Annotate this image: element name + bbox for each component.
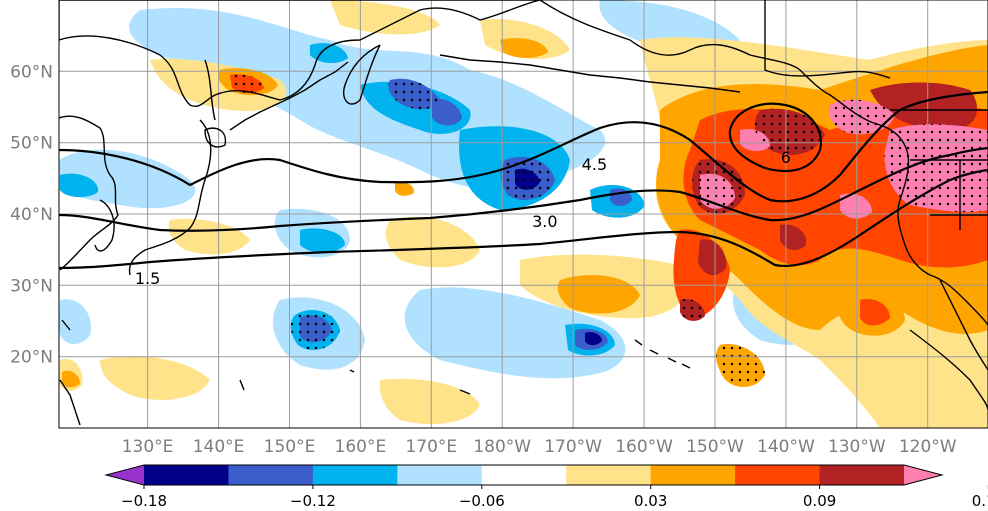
colorbar-segment <box>397 465 483 485</box>
stipple-region <box>884 124 988 213</box>
contour-line-3.0 <box>59 146 988 232</box>
significance-stippling <box>230 74 988 388</box>
stipple-region <box>716 344 765 388</box>
positive-anomaly-region <box>840 193 872 219</box>
us-state-borders <box>890 109 988 230</box>
longitude-tick-label: 150°E <box>264 437 316 457</box>
latitude-labels: 60°N 50°N 40°N 30°N 20°N <box>10 62 53 367</box>
russia-coastline <box>59 0 541 107</box>
colorbar-tick-label: −0.12 <box>290 492 336 510</box>
longitude-tick-label: 180°W <box>473 437 531 457</box>
longitude-tick-label: 130°E <box>122 437 174 457</box>
stipple-region <box>500 156 555 200</box>
japan-coastline <box>128 119 212 276</box>
latitude-tick-label: 30°N <box>10 276 53 296</box>
negative-anomaly-region <box>60 173 99 198</box>
contour-line-1.5 <box>59 168 988 270</box>
positive-anomaly-region <box>330 0 440 35</box>
colorbar-segment <box>228 465 314 485</box>
longitude-tick-label: 120°W <box>899 437 957 457</box>
colorbar-segment <box>566 465 652 485</box>
contour-labels: 1.5 3.0 4.5 6 <box>135 148 791 288</box>
colorbar-tick-label: 0.09 <box>803 492 836 510</box>
longitude-tick-label: 170°W <box>544 437 602 457</box>
contour-line-4.5 <box>59 90 988 203</box>
hawaii-islands <box>634 339 691 369</box>
negative-anomaly-region <box>404 287 626 379</box>
canada-border <box>764 0 891 79</box>
hokkaido-coastline <box>204 127 227 148</box>
pacific-islands <box>59 319 471 426</box>
kamchatka-coastline <box>343 44 381 105</box>
colorbar-tick-label: −0.06 <box>459 492 505 510</box>
positive-anomaly-region <box>780 224 807 251</box>
stipple-region <box>680 298 705 321</box>
latitude-tick-label: 60°N <box>10 62 53 82</box>
mexico-coastline <box>909 329 988 411</box>
colorbar: −0.18 −0.12 −0.06 0.03 0.09 0.15 <box>104 464 988 510</box>
west-coast-coastline <box>897 154 988 326</box>
latitude-tick-label: 20°N <box>10 348 53 368</box>
asia-coastline <box>59 115 119 271</box>
positive-anomaly-region <box>379 378 480 425</box>
map-area: 1.5 3.0 4.5 6 <box>59 0 988 428</box>
longitude-tick-label: 150°W <box>686 437 744 457</box>
negative-anomaly-region <box>59 299 91 345</box>
contour-line-6 <box>728 102 823 172</box>
colorbar-under-extension <box>106 465 144 485</box>
negative-anomaly-region <box>585 332 602 346</box>
positive-anomaly-region <box>385 216 480 268</box>
longitude-tick-label: 140°W <box>757 437 815 457</box>
longitude-tick-label: 170°E <box>405 437 457 457</box>
colorbar-segment <box>312 465 398 485</box>
positive-anomaly-region <box>860 299 890 326</box>
positive-anomaly-region <box>870 82 978 130</box>
aleutian-islands <box>439 54 741 93</box>
longitude-tick-label: 140°E <box>193 437 245 457</box>
contour-label: 1.5 <box>135 269 160 288</box>
colorbar-tick-label: −0.18 <box>121 492 167 510</box>
colorbar-segment <box>481 465 567 485</box>
positive-anomaly-region <box>100 356 210 400</box>
contour-label: 4.5 <box>582 155 607 174</box>
stipple-region <box>290 310 340 350</box>
colorbar-over-extension <box>904 465 942 485</box>
sakhalin-coastline <box>204 59 216 121</box>
contour-label: 3.0 <box>532 212 557 231</box>
positive-anomaly-region <box>698 239 727 276</box>
korea-coastline <box>94 199 115 252</box>
negative-anomaly-region <box>430 98 462 126</box>
graticule <box>59 0 988 428</box>
contour-label: 6 <box>781 148 791 167</box>
colorbar-segment <box>650 465 736 485</box>
colorbar-tick-label: 0.03 <box>634 492 667 510</box>
latitude-tick-label: 50°N <box>10 134 53 154</box>
stipple-region <box>754 108 825 155</box>
longitude-tick-label: 160°E <box>335 437 387 457</box>
positive-anomaly-region <box>168 218 250 255</box>
longitude-tick-label: 130°W <box>828 437 886 457</box>
stipple-region <box>388 78 440 110</box>
positive-anomaly-region <box>62 370 80 388</box>
longitude-tick-label: 160°W <box>615 437 673 457</box>
positive-anomaly-region <box>395 182 415 196</box>
kuril-islands <box>229 61 349 131</box>
negative-anomaly-region <box>300 228 345 253</box>
colorbar-segment <box>735 465 821 485</box>
latitude-tick-label: 40°N <box>10 205 53 225</box>
height-contours <box>59 90 988 270</box>
negative-anomaly-region <box>310 43 348 64</box>
longitude-labels: 130°E 140°E 150°E 160°E 170°E 180°W 170°W 160°W… <box>122 437 957 457</box>
positive-anomaly-region <box>557 275 640 314</box>
map-frame <box>58 0 988 429</box>
colorbar-segment <box>819 465 905 485</box>
colorbar-segment <box>144 465 229 485</box>
stipple-region <box>230 74 264 94</box>
coastlines <box>59 0 988 426</box>
positive-anomaly-region <box>500 38 548 58</box>
colorbar-tick-label: 0.15 <box>972 492 988 510</box>
baja-coastline <box>939 279 988 371</box>
